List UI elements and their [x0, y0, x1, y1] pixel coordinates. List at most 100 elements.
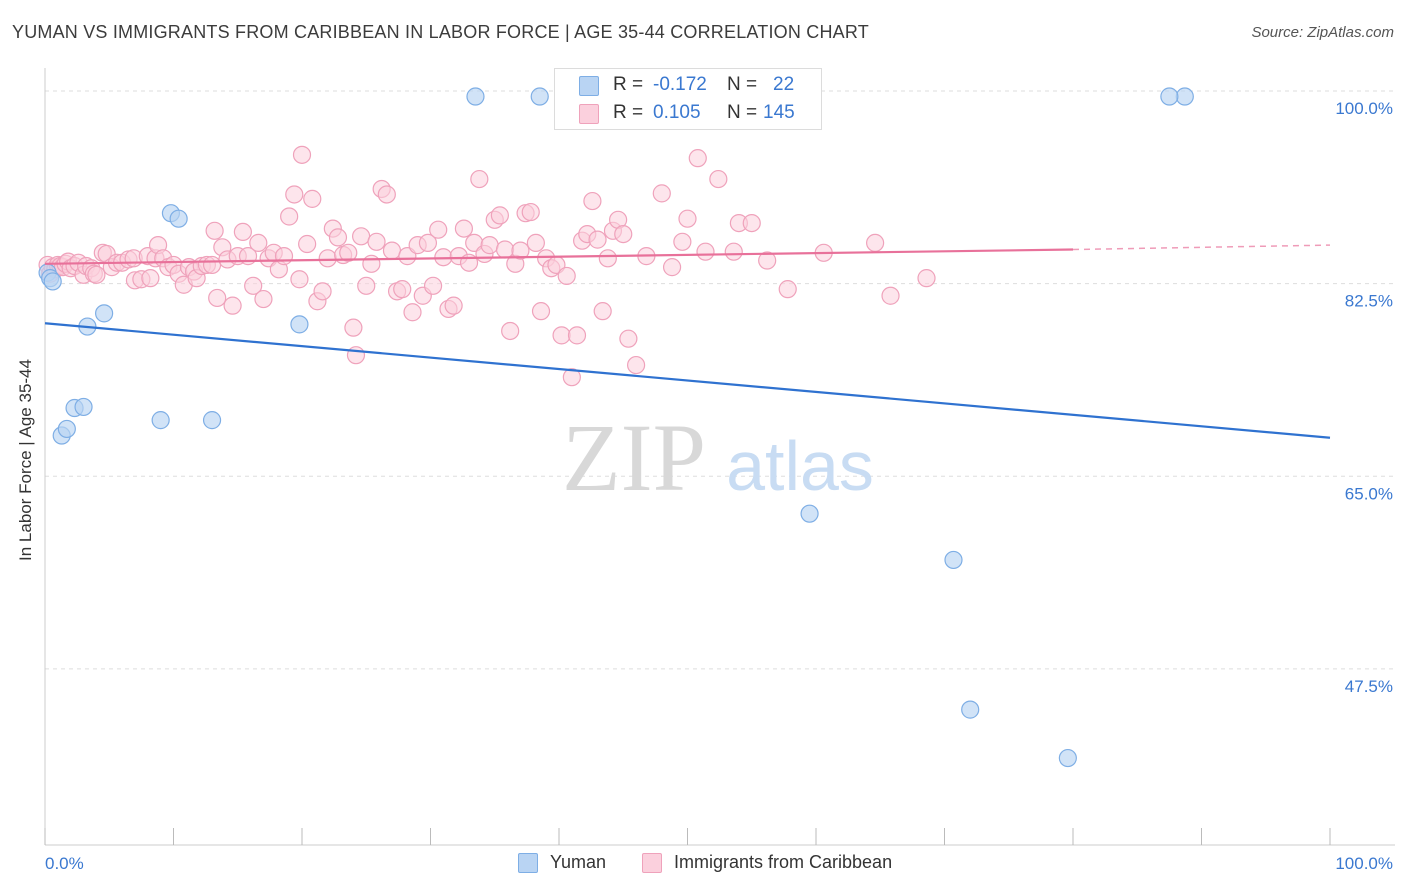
caribbean-point — [526, 233, 545, 253]
yuman-point — [95, 304, 114, 323]
caribbean-point — [393, 280, 412, 299]
yuman-point — [466, 87, 485, 106]
caribbean-point — [346, 346, 366, 365]
caribbean-point — [208, 288, 227, 308]
x-tick-label: 0.0% — [45, 854, 84, 873]
caribbean-point — [866, 233, 885, 253]
caribbean-trend-line — [44, 248, 1074, 265]
caribbean-point — [552, 326, 571, 345]
caribbean-point — [501, 321, 520, 341]
r-label: R = — [613, 74, 644, 95]
caribbean-point — [313, 282, 332, 301]
n-label: N = — [727, 102, 758, 123]
caribbean-point — [688, 149, 707, 168]
caribbean-point — [598, 249, 617, 268]
caribbean-point — [202, 255, 222, 275]
caribbean-point — [382, 241, 402, 260]
yuman-point — [290, 315, 309, 334]
caribbean-point — [298, 234, 317, 254]
yuman-point — [1160, 87, 1179, 106]
yuman-point — [151, 411, 170, 430]
y-tick-label: 65.0% — [1345, 484, 1393, 503]
series-caribbean-points — [38, 145, 936, 387]
caribbean-point — [567, 326, 587, 345]
caribbean-point — [778, 280, 797, 299]
caribbean-point — [362, 254, 381, 273]
caribbean-point — [423, 276, 443, 295]
axes — [44, 68, 1395, 846]
caribbean-point — [318, 249, 337, 268]
caribbean-point — [403, 303, 422, 322]
caribbean-point — [557, 266, 576, 286]
caribbean-point — [562, 368, 581, 387]
caribbean-trend-extension — [1072, 244, 1331, 251]
legend-swatch-yuman — [579, 76, 599, 96]
caribbean-point — [87, 265, 106, 284]
yuman-point — [800, 504, 819, 523]
r-value: -0.172 — [653, 74, 707, 95]
yuman-point — [74, 397, 93, 417]
y-tick-label: 82.5% — [1345, 292, 1393, 311]
caribbean-point — [285, 185, 304, 204]
caribbean-point — [619, 329, 638, 348]
caribbean-point — [454, 219, 474, 238]
watermark: ZIP atlas — [562, 404, 874, 511]
caribbean-point — [673, 232, 692, 251]
caribbean-point — [470, 169, 489, 189]
caribbean-point — [626, 355, 646, 375]
legend-label-yuman: Yuman — [550, 852, 607, 872]
caribbean-point — [274, 247, 294, 266]
watermark-zip: ZIP — [562, 404, 706, 511]
legend-row-caribbean: R = 0.105 N = 145 — [555, 100, 821, 128]
watermark-atlas: atlas — [726, 427, 874, 505]
source-label: Source: ZipAtlas.com — [1251, 24, 1394, 41]
legend-item-caribbean: Immigrants from Caribbean — [642, 852, 892, 873]
n-label: N = — [727, 74, 758, 95]
caribbean-point — [339, 243, 358, 262]
bottom-legend: Yuman Immigrants from Caribbean — [0, 852, 1406, 878]
caribbean-point — [328, 228, 348, 247]
y-tick-label: 100.0% — [1335, 99, 1393, 118]
caribbean-point — [724, 242, 743, 261]
yuman-point — [57, 419, 76, 439]
caribbean-point — [495, 240, 515, 259]
tick-labels: 47.5% 65.0% 82.5% 100.0% 0.0% 100.0% — [45, 99, 1393, 873]
legend-swatch-caribbean — [579, 104, 599, 124]
trend-lines — [44, 244, 1331, 439]
caribbean-point — [249, 233, 268, 253]
caribbean-point — [917, 269, 936, 288]
caribbean-point — [444, 296, 463, 315]
y-tick-label: 47.5% — [1345, 677, 1393, 696]
caribbean-point — [303, 189, 322, 208]
correlation-legend: R = -0.172 N = 22 R = 0.105 N = 145 — [554, 68, 822, 130]
legend-swatch-caribbean — [642, 852, 662, 873]
caribbean-point — [292, 145, 312, 164]
yuman-point — [944, 550, 963, 570]
caribbean-point — [662, 258, 682, 277]
caribbean-point — [141, 269, 160, 288]
legend-row-yuman: R = -0.172 N = 22 — [555, 72, 821, 100]
caribbean-point — [418, 233, 438, 253]
caribbean-point — [244, 276, 263, 295]
chart-title: YUMAN VS IMMIGRANTS FROM CARIBBEAN IN LA… — [12, 22, 869, 42]
caribbean-point — [233, 222, 252, 241]
caribbean-point — [280, 207, 299, 226]
caribbean-point — [881, 286, 900, 305]
yuman-point — [202, 411, 222, 430]
caribbean-point — [344, 318, 363, 337]
yuman-point — [1175, 87, 1194, 106]
caribbean-point — [377, 185, 396, 204]
legend-item-yuman: Yuman — [518, 852, 606, 873]
caribbean-point — [367, 232, 386, 251]
caribbean-point — [614, 225, 633, 244]
caribbean-point — [583, 191, 602, 211]
x-tick-label: 100.0% — [1335, 854, 1393, 873]
n-value: 145 — [763, 102, 795, 123]
yuman-point — [961, 700, 980, 719]
caribbean-point — [490, 206, 509, 225]
caribbean-point — [254, 289, 273, 309]
caribbean-point — [480, 236, 499, 255]
legend-swatch-yuman — [518, 852, 538, 873]
caribbean-point — [429, 220, 448, 239]
